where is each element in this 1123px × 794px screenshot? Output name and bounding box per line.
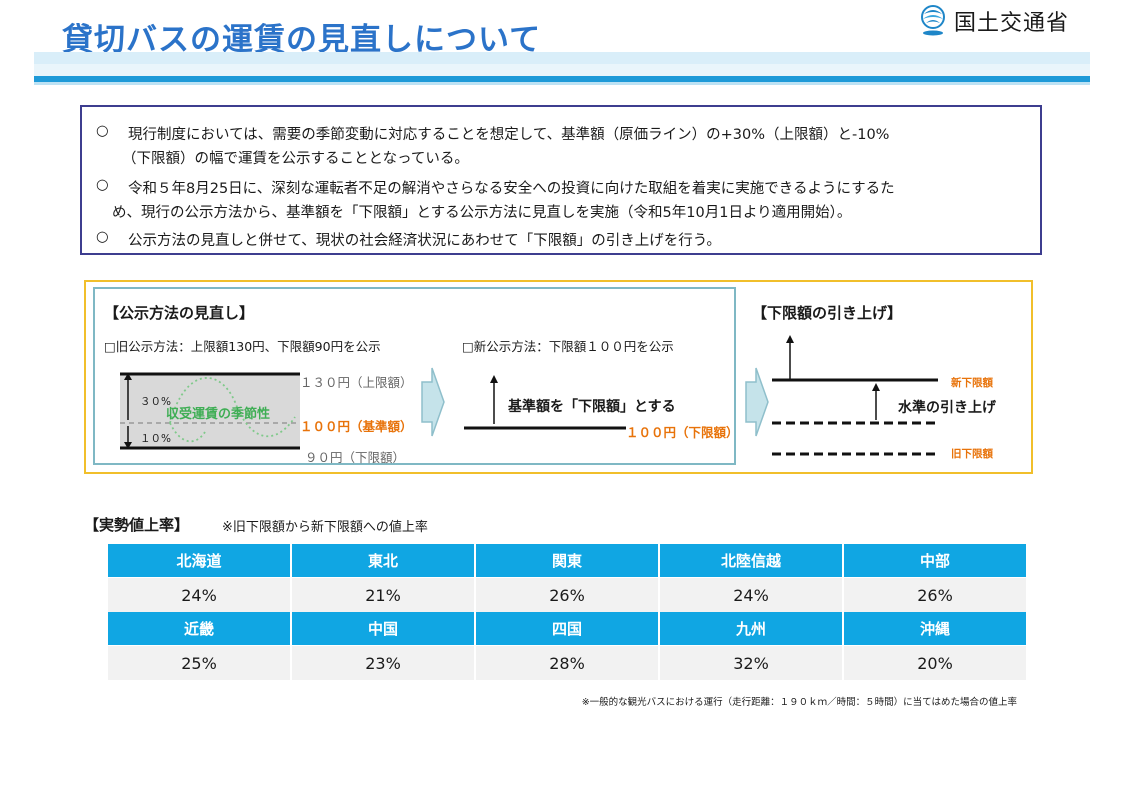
right-arrow-icon	[421, 367, 445, 437]
table-header-row: 近畿 中国 四国 九州 沖縄	[108, 612, 1028, 645]
right-arrow-icon	[745, 367, 769, 437]
rate-cell: 25%	[108, 646, 292, 680]
rate-cell: 24%	[659, 578, 844, 612]
header-rule	[34, 82, 1090, 85]
rates-heading: 【実勢値上率】	[84, 516, 190, 534]
old-method-diagram	[120, 372, 300, 450]
header-rule	[34, 76, 1090, 82]
region-header: 東北	[291, 544, 476, 577]
pct-down-label: １０%	[140, 433, 171, 445]
region-header: 中部	[843, 544, 1028, 577]
rate-cell: 23%	[291, 646, 476, 680]
region-header: 中国	[291, 612, 476, 645]
table-row: 25% 23% 28% 32% 20%	[108, 646, 1028, 680]
new-method-label: □新公示方法：下限額１００円を公示	[462, 339, 674, 354]
new-lower-limit-label: １００円（下限額）	[626, 425, 739, 440]
upper-limit-label: １３０円（上限額）	[300, 375, 413, 390]
new-lower-limit-tag: 新下限額	[951, 377, 993, 389]
summary-text: （下限額）の幅で運賃を公示することとなっている。	[122, 151, 469, 167]
ministry-logo: 国土交通省	[918, 4, 1069, 38]
summary-text: 現行制度においては、需要の季節変動に対応することを想定して、基準額（原価ライン）…	[128, 127, 890, 143]
summary-box: ○ 現行制度においては、需要の季節変動に対応することを想定して、基準額（原価ライ…	[80, 105, 1042, 255]
bullet: ○	[96, 177, 109, 193]
region-header: 近畿	[108, 612, 292, 645]
header-band	[34, 52, 1090, 64]
raise-diagram	[772, 335, 938, 456]
rate-cell: 21%	[291, 578, 476, 612]
region-header: 九州	[659, 612, 844, 645]
rate-cell: 26%	[475, 578, 660, 612]
new-method-diagram	[464, 375, 626, 430]
pct-up-label: ３０%	[140, 396, 171, 408]
region-header: 四国	[475, 612, 660, 645]
region-header: 北陸信越	[659, 544, 844, 577]
summary-text: め、現行の公示方法から、基準額を「下限額」とする公示方法に見直しを実施（令和5年…	[112, 205, 852, 221]
mlit-emblem-icon	[921, 5, 945, 36]
bullet: ○	[96, 123, 109, 139]
new-method-caption: 基準額を「下限額」とする	[508, 399, 676, 415]
rates-note: ※旧下限額から新下限額への値上率	[222, 520, 428, 535]
raise-caption: 水準の引き上げ	[898, 400, 996, 416]
ministry-name: 国土交通省	[954, 11, 1070, 36]
summary-text: 公示方法の見直しと併せて、現状の社会経済状況にあわせて「下限額」の引き上げを行う…	[128, 233, 721, 249]
header-band	[34, 64, 1090, 76]
old-method-label: □旧公示方法：上限額130円、下限額90円を公示	[104, 339, 381, 354]
rates-footnote: ※一般的な観光バスにおける運行（走行距離：１９０ｋｍ／時間：５時間）に当てはめた…	[581, 697, 1017, 708]
method-inner-frame	[93, 287, 736, 465]
lower-limit-label: ９０円（下限額）	[305, 450, 406, 465]
old-lower-limit-tag: 旧下限額	[951, 448, 993, 460]
rates-table: 北海道 東北 関東 北陸信越 中部 24% 21% 26% 24% 26% 近畿…	[108, 544, 1028, 680]
region-header: 北海道	[108, 544, 292, 577]
method-heading: 【公示方法の見直し】	[104, 304, 255, 322]
table-header-row: 北海道 東北 関東 北陸信越 中部	[108, 544, 1028, 577]
seasonality-label: 収受運賃の季節性	[166, 407, 271, 422]
rate-cell: 24%	[108, 578, 292, 612]
bullet: ○	[96, 229, 109, 245]
summary-text: 令和５年8月25日に、深刻な運転者不足の解消やさらなる安全への投資に向けた取組を…	[128, 181, 895, 197]
rate-cell: 28%	[475, 646, 660, 680]
rate-cell: 20%	[843, 646, 1028, 680]
method-frame	[84, 280, 1033, 474]
table-row: 24% 21% 26% 24% 26%	[108, 578, 1028, 612]
region-header: 関東	[475, 544, 660, 577]
rate-cell: 26%	[843, 578, 1028, 612]
base-amount-label: １００円（基準額）	[300, 419, 413, 434]
raise-heading: 【下限額の引き上げ】	[752, 304, 903, 322]
region-header: 沖縄	[843, 612, 1028, 645]
rate-cell: 32%	[659, 646, 844, 680]
